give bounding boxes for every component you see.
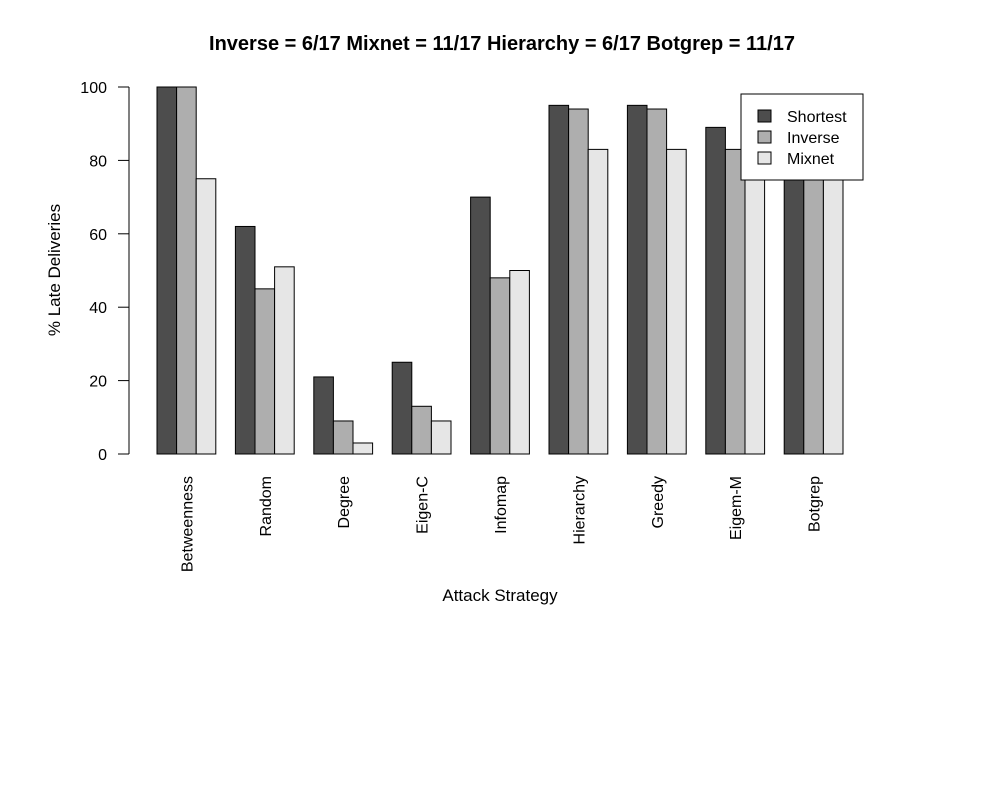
bar-mixnet-botgrep	[822, 163, 844, 455]
bar-mixnet-greedy	[666, 148, 687, 455]
bar-mixnet-eigen-c	[430, 420, 452, 455]
x-tick-label: Eigem-M	[728, 476, 745, 540]
bar-mixnet-hierarchy	[587, 148, 609, 455]
bar-shortest-hierarchy	[548, 104, 570, 455]
legend-swatch-shortest	[757, 109, 772, 123]
bar-mixnet-eigem-m	[744, 159, 766, 455]
y-tick-label: 60	[89, 227, 107, 244]
legend: Shortest Inverse Mixnet	[740, 93, 864, 181]
y-tick-label: 40	[89, 300, 107, 317]
legend-label-mixnet: Mixnet	[787, 151, 835, 168]
y-tick-label: 20	[89, 374, 107, 391]
legend-swatch-mixnet	[757, 151, 772, 165]
legend-label-shortest: Shortest	[787, 109, 847, 126]
x-tick-label: Betweenness	[179, 476, 196, 572]
x-tick-label: Infomap	[493, 476, 510, 534]
bar-inverse-degree	[332, 420, 354, 455]
bar-inverse-botgrep	[803, 159, 824, 455]
bar-shortest-botgrep	[783, 152, 805, 455]
bar-mixnet-random	[274, 266, 295, 455]
bar-shortest-random	[234, 225, 256, 455]
bar-mixnet-betweenness	[195, 178, 217, 455]
legend-swatch-inverse	[757, 130, 772, 144]
bar-inverse-infomap	[489, 277, 511, 455]
bar-mixnet-infomap	[509, 270, 530, 455]
x-tick-label: Hierarchy	[571, 476, 588, 544]
bar-shortest-degree	[313, 376, 334, 455]
bar-shortest-eigem-m	[705, 126, 726, 455]
x-tick-label: Botgrep	[807, 476, 824, 532]
bar-shortest-greedy	[626, 104, 648, 455]
bar-shortest-eigen-c	[391, 361, 413, 455]
bar-inverse-eigem-m	[724, 148, 746, 455]
bar-shortest-betweenness	[156, 86, 178, 455]
bars	[156, 86, 844, 455]
x-axis-label: Attack Strategy	[442, 586, 558, 605]
y-axis: 0 20 40 60 80 100	[80, 80, 130, 464]
legend-box	[740, 93, 864, 181]
bar-inverse-eigen-c	[411, 405, 432, 455]
x-tick-label: Greedy	[650, 476, 667, 528]
bar-shortest-infomap	[470, 196, 491, 455]
y-tick-label: 100	[80, 80, 107, 97]
y-tick-label: 80	[89, 153, 107, 170]
bar-inverse-hierarchy	[568, 108, 589, 455]
bar-inverse-greedy	[646, 108, 668, 455]
x-tick-label: Random	[258, 476, 275, 536]
x-axis-labels: Betweenness Random Degree Eigen-C Infomap Hie…	[179, 476, 823, 572]
legend-label-inverse: Inverse	[787, 130, 840, 147]
y-axis-label: % Late Deliveries	[45, 204, 64, 336]
x-tick-label: Eigen-C	[415, 476, 432, 534]
x-tick-label: Degree	[336, 476, 353, 529]
bar-inverse-random	[254, 288, 276, 455]
bar-inverse-betweenness	[176, 86, 197, 455]
bar-mixnet-degree	[352, 442, 374, 455]
chart-title: Inverse = 6/17 Mixnet = 11/17 Hierarchy …	[209, 33, 795, 55]
y-tick-label: 0	[98, 447, 107, 464]
